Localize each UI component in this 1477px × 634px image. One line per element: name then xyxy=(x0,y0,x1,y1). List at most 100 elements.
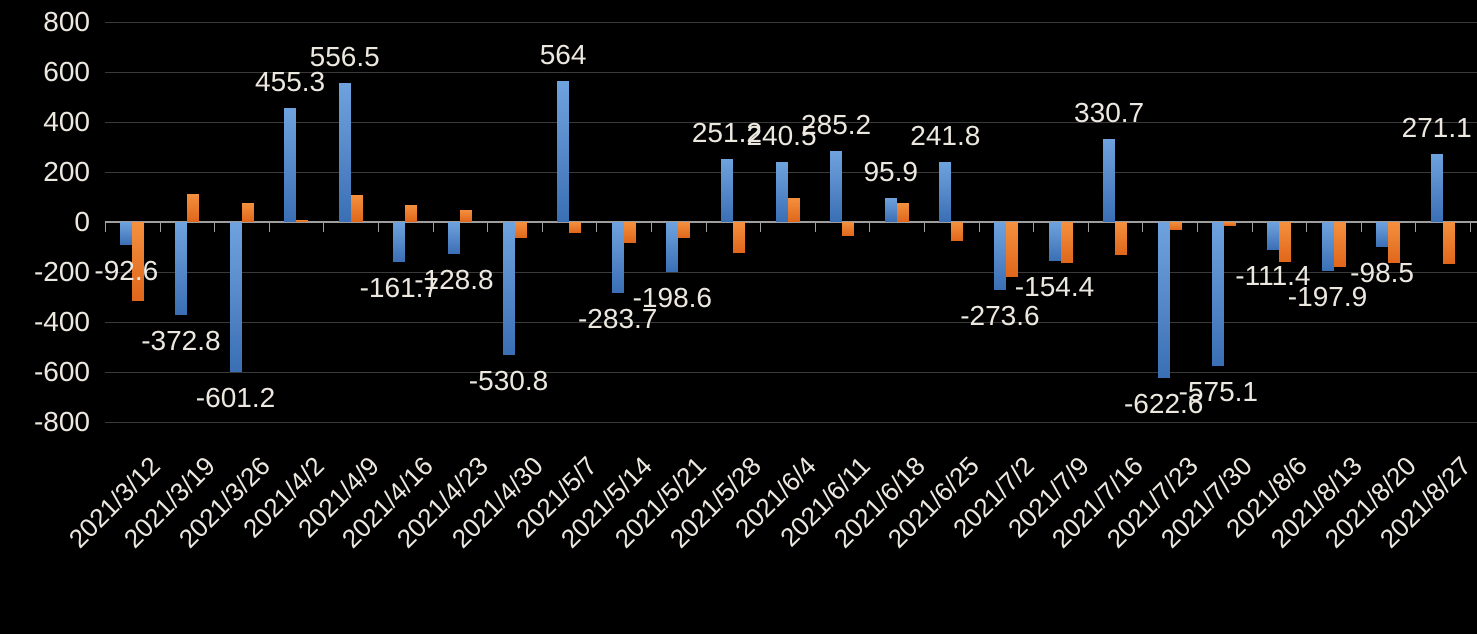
blue-series-bar xyxy=(993,222,1006,291)
blue-series-bar xyxy=(1430,154,1443,222)
orange-series-bar xyxy=(623,222,636,244)
axis-tick xyxy=(378,223,379,232)
blue-series-bar xyxy=(393,222,406,263)
axis-tick xyxy=(214,223,216,232)
orange-series-bar xyxy=(1224,222,1237,226)
blue-series-bar xyxy=(884,198,897,222)
blue-series-bar xyxy=(666,222,679,272)
axis-tick xyxy=(1197,223,1198,232)
gridline xyxy=(105,272,1477,273)
y-axis-tick-label: 0 xyxy=(74,206,90,237)
axis-tick xyxy=(814,223,816,232)
axis-tick xyxy=(1415,223,1417,232)
orange-series-bar xyxy=(405,204,418,222)
orange-series-bar xyxy=(1115,222,1128,255)
data-label: 271.1 xyxy=(1401,112,1472,144)
data-label: 251.2 xyxy=(691,117,762,149)
axis-tick xyxy=(1251,223,1253,232)
x-axis-line xyxy=(105,221,1477,223)
data-label: 556.5 xyxy=(309,40,380,72)
orange-series-bar xyxy=(1005,222,1018,277)
data-label: 330.7 xyxy=(1074,97,1145,129)
orange-series-bar xyxy=(842,222,855,236)
axis-tick xyxy=(268,223,270,232)
gridline xyxy=(105,422,1477,423)
data-label: -154.4 xyxy=(1014,270,1095,302)
data-label: -128.8 xyxy=(414,264,494,296)
data-label: -98.5 xyxy=(1350,256,1415,288)
data-label: -197.9 xyxy=(1287,281,1368,313)
y-axis-tick-label: -600 xyxy=(33,356,90,387)
data-label: -92.6 xyxy=(94,255,159,287)
axis-tick xyxy=(487,223,489,232)
data-label: -111.4 xyxy=(1235,259,1311,291)
blue-series-bar xyxy=(775,161,788,222)
axis-tick xyxy=(1142,223,1144,232)
axis-tick xyxy=(760,223,762,232)
blue-series-bar xyxy=(120,222,133,246)
data-label: -575.1 xyxy=(1178,375,1258,407)
axis-tick xyxy=(1033,223,1035,232)
data-label: -198.6 xyxy=(632,281,712,313)
axis-tick xyxy=(651,223,652,232)
data-label: 241.8 xyxy=(910,119,981,151)
blue-series-bar xyxy=(229,222,242,373)
gridline xyxy=(105,72,1477,73)
orange-series-bar xyxy=(514,222,527,238)
axis-tick xyxy=(1470,223,1471,232)
axis-tick xyxy=(596,223,598,232)
axis-tick xyxy=(869,223,871,232)
axis-tick xyxy=(432,223,434,232)
blue-series-bar xyxy=(174,222,187,316)
orange-series-bar xyxy=(678,222,691,238)
axis-tick xyxy=(978,223,980,232)
data-label: 95.9 xyxy=(863,156,918,188)
gridline xyxy=(105,122,1477,123)
orange-series-bar xyxy=(459,210,472,222)
orange-series-bar xyxy=(787,197,800,222)
axis-tick xyxy=(1306,223,1308,232)
orange-series-bar xyxy=(732,222,745,254)
data-label: 285.2 xyxy=(801,108,872,140)
data-label: -283.7 xyxy=(577,302,658,334)
axis-tick xyxy=(541,223,543,232)
blue-series-bar xyxy=(939,161,952,222)
blue-series-bar xyxy=(557,81,570,222)
orange-series-bar xyxy=(350,195,363,222)
axis-tick xyxy=(705,223,707,232)
blue-series-bar xyxy=(338,82,351,222)
data-label: -372.8 xyxy=(141,325,221,357)
orange-series-bar xyxy=(132,222,145,301)
y-axis-tick-label: -800 xyxy=(33,406,90,437)
orange-series-bar xyxy=(896,202,909,222)
orange-series-bar xyxy=(951,222,964,241)
axis-tick xyxy=(1360,223,1362,232)
data-label: -161.7 xyxy=(359,272,439,304)
y-axis-tick-label: 400 xyxy=(43,106,90,137)
axis-tick xyxy=(924,223,925,232)
data-label: -530.8 xyxy=(468,364,549,396)
y-axis-tick-label: 200 xyxy=(43,156,90,187)
blue-series-bar xyxy=(830,150,843,222)
data-label: -601.2 xyxy=(195,382,276,414)
blue-series-bar xyxy=(502,222,515,355)
blue-series-bar xyxy=(284,108,297,222)
blue-series-bar xyxy=(1321,222,1334,272)
y-axis-tick-label: -200 xyxy=(33,256,90,287)
data-label: 455.3 xyxy=(255,66,326,98)
orange-series-bar xyxy=(241,203,254,222)
gridline xyxy=(105,322,1477,323)
data-label: -273.6 xyxy=(960,300,1040,332)
gridline xyxy=(105,372,1477,373)
blue-series-bar xyxy=(1103,139,1116,222)
orange-series-bar xyxy=(1169,222,1182,230)
orange-series-bar xyxy=(569,222,582,234)
gridline xyxy=(105,22,1477,23)
blue-series-bar xyxy=(1157,222,1170,378)
blue-series-bar xyxy=(447,222,460,255)
axis-tick xyxy=(105,223,106,232)
blue-series-bar xyxy=(720,159,733,222)
data-label: 240.5 xyxy=(746,119,817,151)
orange-series-bar xyxy=(1278,222,1291,262)
gridline xyxy=(105,172,1477,173)
